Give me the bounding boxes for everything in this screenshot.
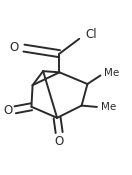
Text: Me: Me bbox=[102, 102, 117, 112]
Text: O: O bbox=[55, 135, 64, 148]
Text: Me: Me bbox=[104, 68, 120, 78]
Text: O: O bbox=[4, 104, 13, 117]
Text: O: O bbox=[9, 41, 19, 54]
Text: Cl: Cl bbox=[85, 28, 97, 41]
